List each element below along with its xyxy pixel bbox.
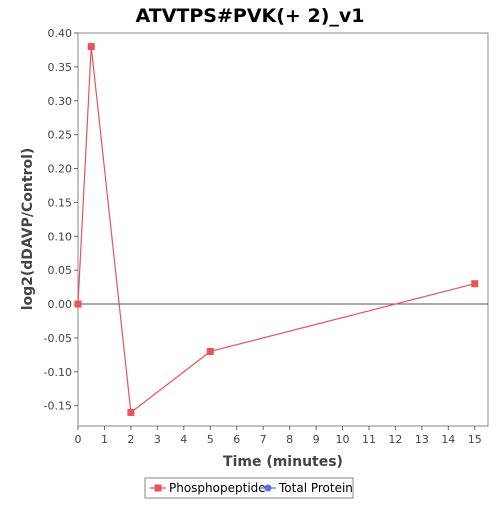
y-axis-ticks: 0.40 0.35 0.30 0.25 0.20 0.15 0.10 0.05 0.00 -0.0… <box>44 27 78 413</box>
series-layer <box>74 43 479 416</box>
y-tick-label: 0.15 <box>48 196 73 209</box>
y-tick-label: 0.40 <box>48 27 73 40</box>
y-tick-label: 0.25 <box>48 129 73 142</box>
x-tick-label: 2 <box>127 433 134 446</box>
plot-area <box>77 32 489 427</box>
x-tick-label: 6 <box>233 433 240 446</box>
legend-label-0: Phosphopeptide <box>169 481 266 495</box>
x-tick-label: 1 <box>101 433 108 446</box>
x-axis-ticks: 0 1 2 3 4 5 6 7 8 9 10 11 12 13 14 15 <box>75 426 482 446</box>
y-tick-label: 0.30 <box>48 95 73 108</box>
data-point <box>206 347 214 355</box>
data-point <box>74 300 82 308</box>
x-tick-label: 0 <box>75 433 82 446</box>
x-tick-label: 7 <box>260 433 267 446</box>
y-tick-label: -0.05 <box>44 332 72 345</box>
x-tick-label: 13 <box>415 433 429 446</box>
y-tick-label: 0.20 <box>48 163 73 176</box>
y-tick-label: 0.05 <box>48 264 73 277</box>
x-tick-label: 4 <box>180 433 187 446</box>
data-point <box>87 43 95 51</box>
x-tick-label: 11 <box>362 433 376 446</box>
x-tick-label: 15 <box>468 433 482 446</box>
x-axis-label: Time (minutes) <box>223 454 343 470</box>
legend-label-1: Total Protein <box>278 481 353 495</box>
x-tick-label: 5 <box>207 433 214 446</box>
legend-box <box>144 477 354 499</box>
data-point <box>471 280 479 288</box>
y-tick-label: 0.00 <box>48 298 73 311</box>
chart-title: ATVTPS#PVK(+ 2)_v1 <box>136 5 365 27</box>
x-tick-label: 3 <box>154 433 161 446</box>
y-tick-label: 0.35 <box>48 61 73 74</box>
x-tick-label: 10 <box>336 433 350 446</box>
legend-marker-square-icon <box>154 484 162 492</box>
x-tick-label: 14 <box>441 433 455 446</box>
y-tick-label: 0.10 <box>48 230 73 243</box>
x-tick-label: 12 <box>388 433 402 446</box>
y-tick-label: -0.10 <box>44 366 72 379</box>
x-tick-label: 8 <box>286 433 293 446</box>
y-axis-label: log2(dDAVP/Control) <box>20 148 36 311</box>
legend: Phosphopeptide Total Protein <box>150 481 353 495</box>
legend-marker-circle-icon <box>264 484 272 492</box>
y-tick-label: -0.15 <box>44 400 72 413</box>
x-tick-label: 9 <box>313 433 320 446</box>
data-point <box>127 408 135 416</box>
